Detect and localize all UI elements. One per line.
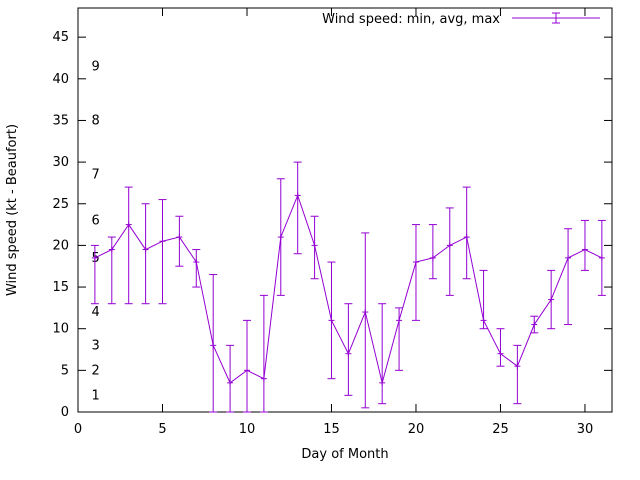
x-axis-title: Day of Month bbox=[301, 447, 388, 462]
legend-sample-errorbar bbox=[512, 12, 600, 24]
svg-text:1: 1 bbox=[92, 388, 100, 403]
svg-text:7: 7 bbox=[92, 168, 100, 183]
svg-text:5: 5 bbox=[61, 363, 69, 378]
svg-text:2: 2 bbox=[92, 363, 100, 378]
svg-text:45: 45 bbox=[52, 30, 69, 45]
svg-text:5: 5 bbox=[158, 422, 166, 437]
svg-text:10: 10 bbox=[239, 422, 256, 437]
svg-text:0: 0 bbox=[61, 405, 69, 420]
svg-text:20: 20 bbox=[408, 422, 425, 437]
svg-text:15: 15 bbox=[323, 422, 340, 437]
svg-text:15: 15 bbox=[52, 280, 69, 295]
svg-text:3: 3 bbox=[92, 338, 100, 353]
svg-text:0: 0 bbox=[74, 422, 82, 437]
svg-text:40: 40 bbox=[52, 72, 69, 87]
svg-text:9: 9 bbox=[92, 59, 100, 74]
svg-text:6: 6 bbox=[92, 213, 100, 228]
svg-text:10: 10 bbox=[52, 322, 69, 337]
y-axis-title: Wind speed (kt - Beaufort) bbox=[5, 124, 20, 296]
legend-label: Wind speed: min, avg, max bbox=[322, 12, 500, 27]
svg-text:25: 25 bbox=[492, 422, 509, 437]
svg-text:30: 30 bbox=[52, 155, 69, 170]
svg-text:25: 25 bbox=[52, 197, 69, 212]
svg-text:4: 4 bbox=[92, 305, 100, 320]
svg-text:30: 30 bbox=[577, 422, 594, 437]
svg-text:8: 8 bbox=[92, 113, 100, 128]
svg-text:35: 35 bbox=[52, 113, 69, 128]
svg-text:20: 20 bbox=[52, 238, 69, 253]
